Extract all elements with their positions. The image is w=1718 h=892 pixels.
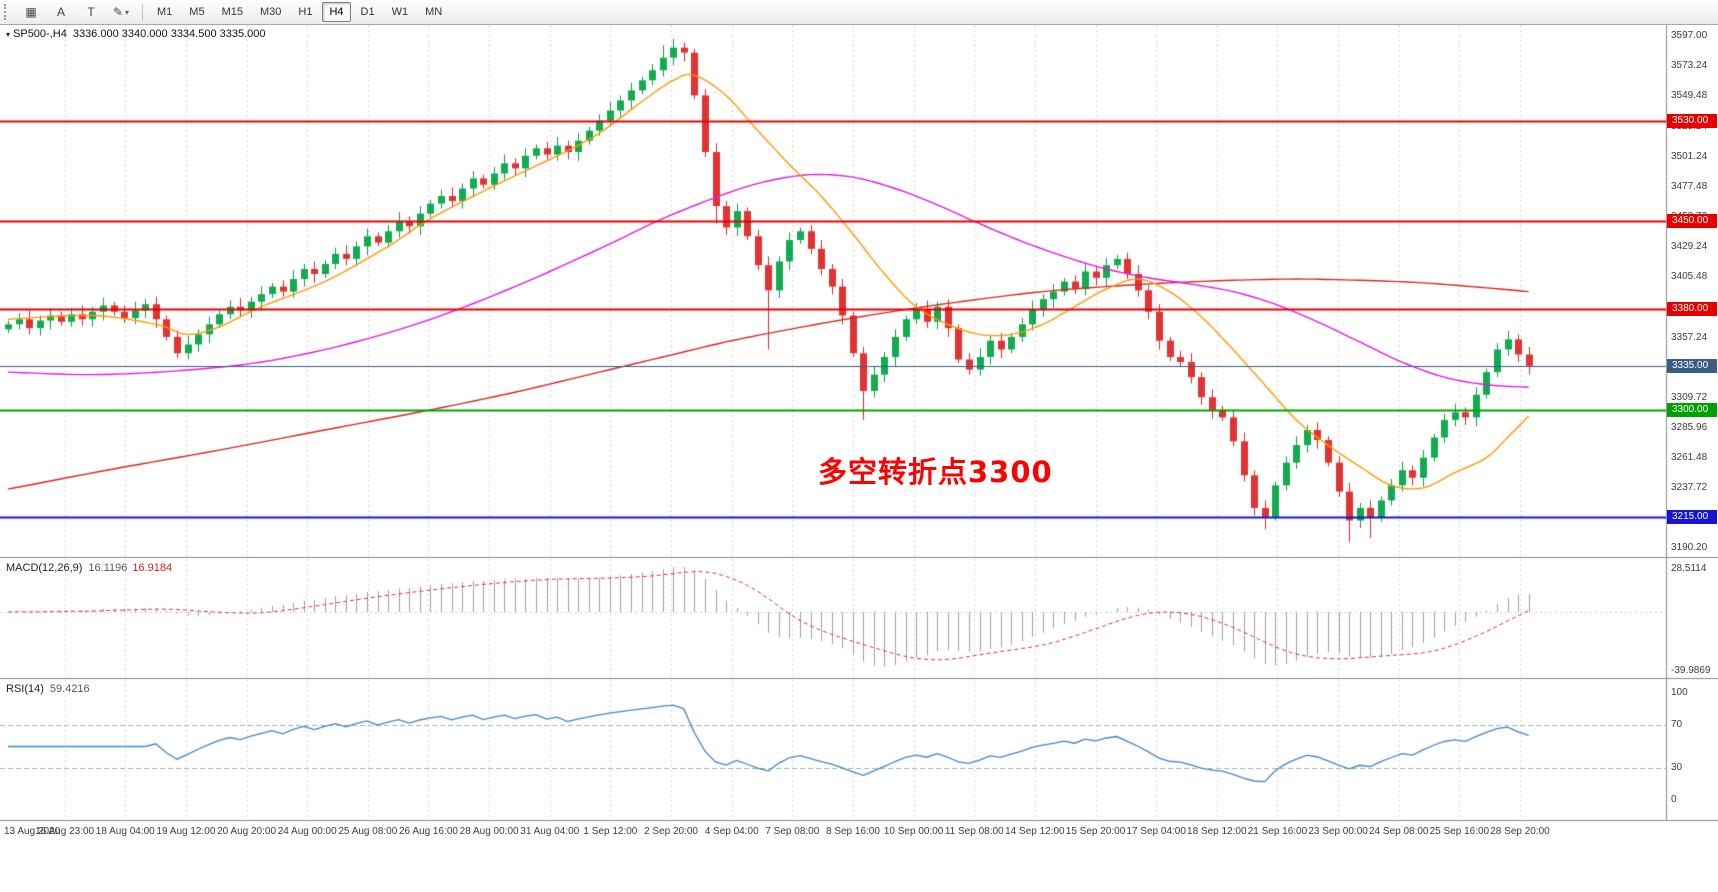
time-tick: 24 Aug 00:00 [277,826,337,837]
toolbar-separator [142,3,143,21]
time-tick: 28 Aug 00:00 [459,826,519,837]
time-tick: 20 Aug 20:00 [217,826,277,837]
rsi-value: 59.4216 [49,683,90,695]
time-tick: 13 Aug 2020 [4,826,61,837]
time-tick: 1 Sep 12:00 [583,826,638,837]
tf-button-m1[interactable]: M1 [157,6,173,18]
time-tick: 25 Sep 16:00 [1429,826,1490,837]
price-tick: 3405.48 [1671,271,1708,283]
time-tick: 19 Aug 12:00 [156,826,216,837]
rsi-indicator-label: RSI(14) [6,683,44,695]
price-tick: 3190.20 [1671,541,1708,553]
tf-button-h4[interactable]: H4 [322,2,351,22]
macd-signal-value: 16.9184 [132,562,173,574]
collapse-marker-icon[interactable]: ▾ [6,30,11,39]
draw-tool[interactable]: ✎ ▾ [112,5,130,19]
annotation-text[interactable]: 多空转折点3300 [818,455,1053,489]
time-tick: 21 Sep 16:00 [1247,826,1308,837]
time-tick: 7 Sep 08:00 [765,826,820,837]
rsi-axis-label: 100 [1671,687,1688,698]
price-tick: 3357.24 [1671,331,1708,343]
price-tick: 3501.24 [1671,150,1708,162]
price-tick: 3237.72 [1671,482,1708,494]
price-tick: 3597.00 [1671,30,1708,42]
chart-area: ▾ SP500-,H4 3336.000 3340.000 3334.500 333… [0,25,1718,892]
rsi-panel-header: RSI(14) 59.4216 [6,683,90,695]
tf-button-m30[interactable]: M30 [259,6,282,18]
tile-windows-icon[interactable]: ▦ [25,5,37,19]
time-tick: 18 Aug 04:00 [95,826,155,837]
time-tick: 10 Sep 00:00 [883,826,944,837]
macd-indicator-label: MACD(12,26,9) [6,562,83,574]
price-badge: 3335.00 [1667,358,1717,373]
timeframe-button-group: M1 M5 M15 M30 H1 H4 D1 W1 MN [150,2,450,22]
time-tick: 11 Sep 08:00 [944,826,1004,837]
macd-panel-header: MACD(12,26,9) 16.1196 16.9184 [6,562,172,574]
tf-button-mn[interactable]: MN [425,6,443,18]
time-tick: 25 Aug 08:00 [338,826,398,837]
tf-button-m15[interactable]: M15 [221,6,243,18]
time-tick: 14 Sep 12:00 [1005,826,1065,837]
text-tool[interactable]: T [87,5,95,19]
macd-axis-label: -39.9869 [1671,665,1711,676]
toolbar: ▦ A T ✎ ▾ M1 M5 M15 M30 H1 H4 D1 W1 MN [0,0,1718,25]
price-tick: 3261.48 [1671,452,1708,464]
tf-button-h1[interactable]: H1 [298,6,313,18]
toolbar-grip[interactable] [4,4,11,20]
ohlc-values: 3336.000 3340.000 3334.500 3335.000 [72,28,266,40]
price-badge: 3530.00 [1667,113,1717,128]
symbol-period-label: SP500-,H4 [13,28,67,40]
rsi-axis-label: 0 [1671,794,1677,805]
price-badge: 3380.00 [1667,302,1717,317]
price-tick: 3309.72 [1671,391,1708,403]
price-badge: 3300.00 [1667,402,1717,417]
rsi-axis-label: 30 [1671,761,1683,773]
time-tick: 23 Sep 00:00 [1308,826,1368,837]
time-tick: 4 Sep 04:00 [704,826,759,837]
time-tick: 8 Sep 16:00 [825,826,880,837]
time-tick: 26 Aug 16:00 [398,826,458,837]
tf-button-m5[interactable]: M5 [189,6,205,18]
rsi-axis-label: 70 [1671,719,1683,731]
tf-button-d1[interactable]: D1 [360,6,375,18]
cursor-tool-a[interactable]: A [56,5,65,19]
price-badge: 3450.00 [1667,214,1717,229]
price-tick: 3285.96 [1671,421,1708,433]
time-tick: 2 Sep 20:00 [644,826,698,837]
price-tick: 3549.48 [1671,90,1708,102]
price-tick: 3429.24 [1671,241,1708,253]
tf-button-w1[interactable]: W1 [391,6,409,18]
tool-button-group: ▦ A T ✎ ▾ [17,2,135,23]
chevron-down-icon: ▾ [125,7,130,17]
time-tick: 24 Sep 08:00 [1368,826,1429,837]
time-tick: 31 Aug 04:00 [520,826,580,837]
price-badge: 3215.00 [1667,509,1717,524]
time-tick: 28 Sep 20:00 [1490,826,1550,837]
macd-main-value: 16.1196 [88,562,128,574]
price-tick: 3477.48 [1671,180,1708,192]
time-tick: 15 Sep 20:00 [1065,826,1126,837]
chart-header: ▾ SP500-,H4 3336.000 3340.000 3334.500 333… [6,28,266,40]
macd-axis-label: 28.5114 [1671,563,1707,574]
chart-canvas[interactable] [0,25,1718,892]
time-tick: 17 Sep 04:00 [1126,826,1186,837]
price-tick: 3573.24 [1671,60,1708,72]
time-tick: 18 Sep 12:00 [1187,826,1247,837]
time-tick: 16 Aug 23:00 [35,826,95,837]
